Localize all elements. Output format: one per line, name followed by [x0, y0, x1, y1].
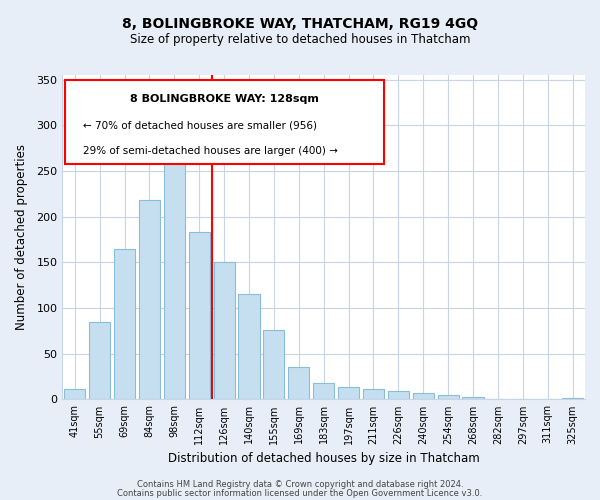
Bar	[214, 262, 235, 400]
Y-axis label: Number of detached properties: Number of detached properties	[15, 144, 28, 330]
Text: 8, BOLINGBROKE WAY, THATCHAM, RG19 4GQ: 8, BOLINGBROKE WAY, THATCHAM, RG19 4GQ	[122, 18, 478, 32]
Bar	[313, 383, 334, 400]
Text: Contains public sector information licensed under the Open Government Licence v3: Contains public sector information licen…	[118, 488, 482, 498]
Bar	[288, 368, 310, 400]
Bar	[413, 393, 434, 400]
Bar	[562, 398, 583, 400]
Bar	[338, 386, 359, 400]
Bar	[363, 390, 384, 400]
Bar	[238, 294, 260, 400]
Text: 29% of semi-detached houses are larger (400) →: 29% of semi-detached houses are larger (…	[83, 146, 338, 156]
Bar	[139, 200, 160, 400]
Text: Contains HM Land Registry data © Crown copyright and database right 2024.: Contains HM Land Registry data © Crown c…	[137, 480, 463, 489]
Bar	[89, 322, 110, 400]
X-axis label: Distribution of detached houses by size in Thatcham: Distribution of detached houses by size …	[168, 452, 479, 465]
Bar	[487, 398, 508, 400]
Bar	[463, 396, 484, 400]
Bar	[64, 390, 85, 400]
Bar	[512, 398, 533, 400]
Bar	[388, 391, 409, 400]
Bar	[114, 248, 135, 400]
FancyBboxPatch shape	[65, 80, 384, 164]
Bar	[164, 137, 185, 400]
Bar	[437, 395, 458, 400]
Text: Size of property relative to detached houses in Thatcham: Size of property relative to detached ho…	[130, 32, 470, 46]
Bar	[263, 330, 284, 400]
Bar	[188, 232, 210, 400]
Text: 8 BOLINGBROKE WAY: 128sqm: 8 BOLINGBROKE WAY: 128sqm	[130, 94, 319, 104]
Text: ← 70% of detached houses are smaller (956): ← 70% of detached houses are smaller (95…	[83, 120, 317, 130]
